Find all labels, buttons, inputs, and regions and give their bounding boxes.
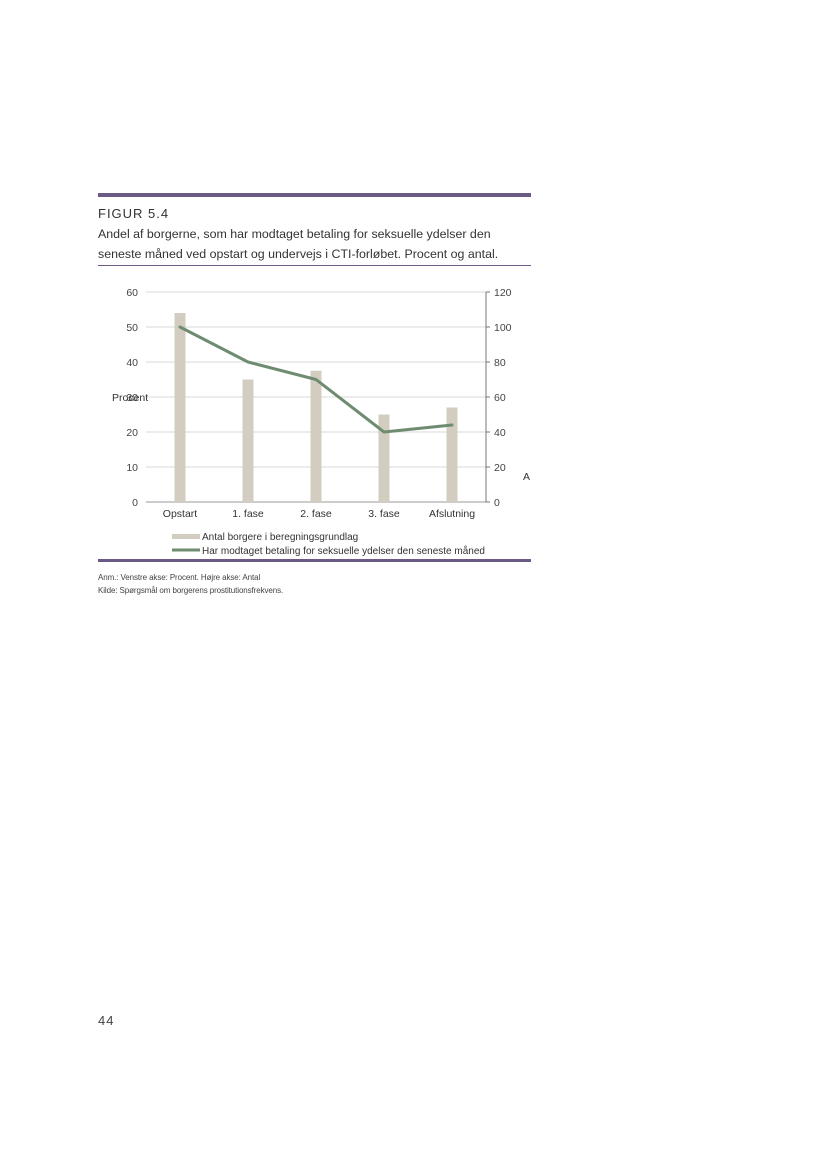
y2-tick-label: 0 bbox=[494, 497, 500, 509]
figure-source: Kilde: Spørgsmål om borgerens prostituti… bbox=[98, 586, 284, 595]
figure-title: Andel af borgerne, som har modtaget beta… bbox=[98, 227, 499, 261]
chart-area: 0 10 20 30 40 50 60 0 20 40 60 80 100 120 Opstart 1. fa… bbox=[98, 280, 531, 560]
bar bbox=[446, 407, 458, 502]
y-tick-label: 20 bbox=[126, 427, 138, 439]
bar bbox=[174, 313, 186, 502]
y2-tick-label: 80 bbox=[494, 357, 506, 369]
legend-label-bars: Antal borgere i beregningsgrundlag bbox=[202, 532, 358, 543]
y2-tick-label: 40 bbox=[494, 427, 506, 439]
y2-axis-title: A bbox=[523, 471, 530, 483]
line-series bbox=[178, 325, 454, 434]
x-tick-label: Opstart bbox=[163, 508, 198, 520]
figure-title-rule bbox=[98, 265, 531, 266]
y-tick-label: 10 bbox=[126, 462, 138, 474]
legend-label-line: Har modtaget betaling for seksuelle ydel… bbox=[202, 545, 485, 557]
figure-label: FIGUR 5.4 bbox=[98, 206, 170, 221]
y-axis-title: Procent bbox=[112, 392, 148, 404]
y-tick-label: 60 bbox=[126, 287, 138, 299]
x-tick-label: 2. fase bbox=[300, 508, 332, 520]
legend-swatch-bars bbox=[172, 534, 200, 539]
figure-top-rule bbox=[98, 193, 531, 197]
y2-tick-label: 120 bbox=[494, 287, 512, 299]
combo-chart: 0 10 20 30 40 50 60 0 20 40 60 80 100 120 Opstart 1. fa… bbox=[112, 287, 530, 557]
x-tick-label: Afslutning bbox=[429, 508, 475, 520]
y2-tick-label: 100 bbox=[494, 322, 512, 334]
y-tick-label: 40 bbox=[126, 357, 138, 369]
x-tick-label: 3. fase bbox=[368, 508, 400, 520]
y2-tick-label: 20 bbox=[494, 462, 506, 474]
y-tick-label: 0 bbox=[132, 497, 138, 509]
bar bbox=[378, 414, 390, 502]
figure-bottom-rule bbox=[98, 559, 531, 562]
figure-note: Anm.: Venstre akse: Procent. Højre akse:… bbox=[98, 573, 261, 582]
y-tick-label: 30 bbox=[126, 392, 138, 404]
x-tick-label: 1. fase bbox=[232, 508, 264, 520]
y-tick-label: 50 bbox=[126, 322, 138, 334]
bar bbox=[310, 370, 322, 502]
page-number: 44 bbox=[98, 1013, 115, 1028]
bar bbox=[242, 379, 254, 502]
y2-tick-label: 60 bbox=[494, 392, 506, 404]
